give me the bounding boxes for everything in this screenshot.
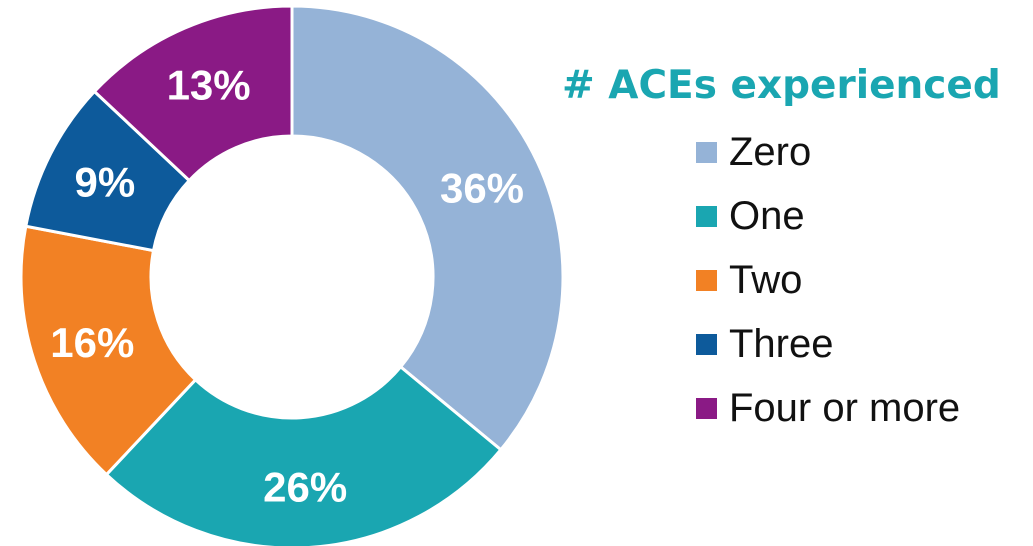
slice-one: [104, 364, 503, 546]
legend-item-zero: Zero: [696, 120, 1030, 184]
legend-swatch: [696, 205, 717, 227]
legend-label: Zero: [729, 129, 812, 174]
slice-label-one: 26%: [263, 464, 347, 511]
legend-list: Zero One Two Three Four or more: [696, 120, 1030, 440]
slice-label-three: 9%: [75, 159, 136, 206]
legend-title: # ACEs experienced: [562, 63, 1001, 108]
legend-item-four-or-more: Four or more: [696, 376, 1030, 440]
legend-swatch: [696, 141, 717, 163]
slice-four-or-more: [92, 4, 294, 183]
donut-plot: 36% 26% 16% 9% 13%: [19, 4, 565, 546]
legend-item-one: One: [696, 184, 1030, 248]
legend-swatch: [696, 269, 717, 291]
slice-zero: [290, 4, 565, 452]
chart-legend: # ACEs experienced Zero One Two Three Four o…: [560, 58, 1030, 440]
legend-item-three: Three: [696, 312, 1030, 376]
legend-label: Four or more: [729, 385, 961, 430]
legend-label: Two: [729, 257, 803, 302]
slice-two: [19, 224, 198, 477]
slice-label-zero: 36%: [440, 165, 524, 212]
legend-swatch: [696, 333, 717, 355]
slice-label-four-or-more: 13%: [167, 61, 251, 108]
legend-label: Three: [729, 321, 834, 366]
legend-swatch: [696, 397, 717, 419]
legend-label: One: [729, 193, 805, 238]
slice-label-two: 16%: [50, 319, 134, 366]
legend-item-two: Two: [696, 248, 1030, 312]
